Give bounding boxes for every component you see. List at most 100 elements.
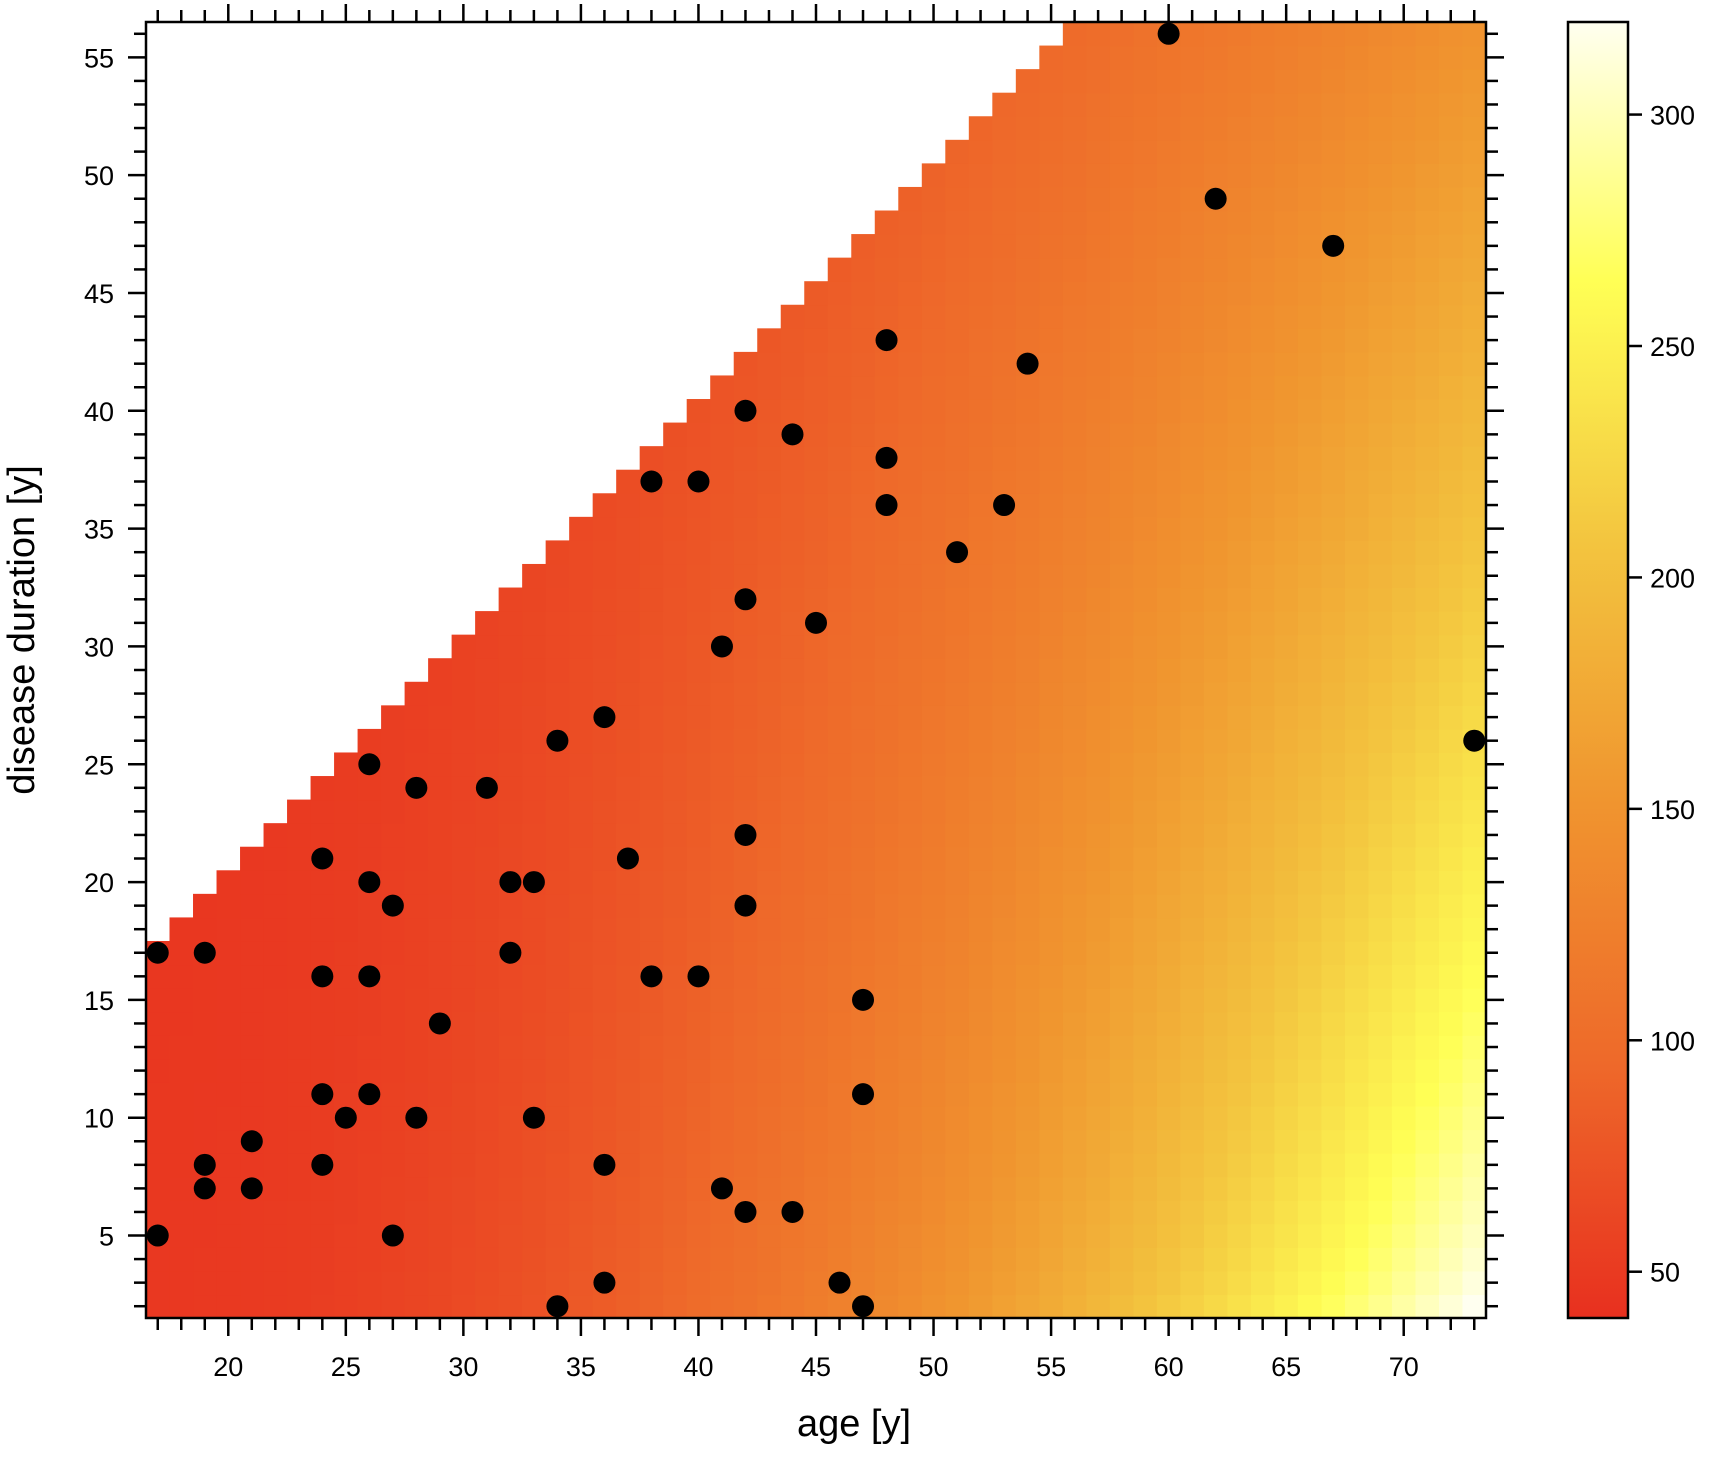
heatmap-cell (921, 964, 946, 989)
heatmap-cell (1227, 587, 1252, 612)
heatmap-cell (1462, 22, 1487, 47)
heatmap-cell (1015, 163, 1040, 188)
heatmap-cell (874, 752, 899, 777)
heatmap-cell (921, 776, 946, 801)
heatmap-cell (1344, 776, 1370, 801)
data-point (240, 1130, 263, 1153)
heatmap-cell (757, 328, 782, 353)
heatmap-cell (686, 1035, 711, 1060)
heatmap-cell (968, 705, 993, 730)
heatmap-cell (780, 516, 805, 541)
heatmap-cell (592, 563, 617, 589)
heatmap-cell (663, 1035, 688, 1060)
heatmap-cell (1156, 1270, 1181, 1296)
heatmap-cell (945, 587, 970, 612)
heatmap-cell (827, 328, 852, 353)
heatmap-cell (1368, 846, 1393, 871)
heatmap-cell (1109, 940, 1134, 966)
heatmap-cell (616, 1011, 641, 1036)
heatmap-cell (1250, 186, 1276, 212)
heatmap-cell (1344, 281, 1370, 306)
heatmap-cell (757, 658, 782, 683)
heatmap-cell (1368, 351, 1393, 377)
heatmap-cell (827, 516, 852, 541)
heatmap-cell (357, 917, 382, 942)
heatmap-cell (639, 587, 664, 612)
heatmap-cell (804, 1035, 829, 1060)
heatmap-cell (1133, 375, 1158, 400)
data-point (875, 446, 898, 469)
heatmap-cell (757, 799, 782, 824)
heatmap-cell (193, 1129, 218, 1154)
heatmap-cell (898, 1129, 923, 1154)
heatmap-cell (381, 799, 406, 824)
heatmap-cell (1438, 1176, 1464, 1201)
heatmap-cell (1274, 752, 1299, 777)
heatmap-cell (992, 728, 1017, 754)
heatmap-cell (968, 516, 993, 541)
heatmap-cell (1180, 563, 1205, 589)
heatmap-cell (1462, 634, 1487, 659)
heatmap-cell (1462, 799, 1487, 824)
heatmap-cell (428, 1082, 453, 1107)
heatmap-cell (1109, 139, 1134, 164)
heatmap-cell (1344, 1200, 1370, 1225)
heatmap-cell (592, 752, 617, 777)
heatmap-cell (663, 1058, 688, 1083)
heatmap-cell (1203, 163, 1228, 188)
heatmap-cell (1203, 234, 1228, 259)
heatmap-cell (968, 634, 993, 659)
heatmap-cell (522, 1082, 547, 1107)
heatmap-cell (1015, 846, 1040, 871)
heatmap-cell (1227, 22, 1252, 47)
heatmap-cell (757, 728, 782, 754)
heatmap-cell (1321, 893, 1346, 919)
x-tick-label: 65 (1271, 1352, 1301, 1382)
heatmap-cell (1039, 752, 1064, 777)
heatmap-cell (616, 728, 641, 754)
heatmap-cell (1415, 304, 1440, 329)
heatmap-cell (780, 870, 805, 895)
heatmap-cell (1250, 917, 1276, 942)
heatmap-cell (1133, 446, 1158, 471)
heatmap-cell (1203, 1058, 1228, 1083)
heatmap-cell (545, 1058, 570, 1083)
heatmap-cell (498, 1176, 523, 1201)
heatmap-cell (1250, 375, 1276, 400)
heatmap-cell (240, 1294, 265, 1319)
heatmap-cell (357, 1105, 382, 1131)
heatmap-cell (1321, 681, 1346, 706)
heatmap-cell (1438, 1058, 1464, 1083)
heatmap-cell (1297, 92, 1323, 117)
heatmap-cell (968, 469, 993, 494)
heatmap-cell (428, 1200, 453, 1225)
heatmap-cell (992, 92, 1017, 117)
heatmap-cell (968, 752, 993, 777)
heatmap-cell (1227, 116, 1252, 141)
heatmap-cell (522, 893, 547, 919)
heatmap-cell (1203, 69, 1228, 94)
heatmap-cell (616, 1200, 641, 1225)
heatmap-cell (1227, 399, 1252, 424)
heatmap-cell (921, 1176, 946, 1201)
colorbar-tick-label: 300 (1650, 101, 1695, 131)
heatmap-cell (1133, 69, 1158, 94)
heatmap-cell (968, 776, 993, 801)
heatmap-cell (921, 634, 946, 659)
heatmap-cell (545, 1011, 570, 1036)
heatmap-cell (428, 776, 453, 801)
heatmap-cell (1321, 69, 1346, 94)
heatmap-cell (733, 658, 758, 683)
heatmap-cell (1039, 1105, 1064, 1131)
heatmap-cell (1321, 446, 1346, 471)
heatmap-cell (1203, 516, 1228, 541)
heatmap-cell (1368, 1200, 1393, 1225)
heatmap-cell (1180, 705, 1205, 730)
heatmap-cell (1368, 870, 1393, 895)
heatmap-cell (1438, 186, 1464, 212)
heatmap-cell (1368, 234, 1393, 259)
heatmap-cell (804, 328, 829, 353)
heatmap-cell (1039, 186, 1064, 212)
heatmap-cell (1321, 257, 1346, 282)
heatmap-cell (1227, 304, 1252, 329)
